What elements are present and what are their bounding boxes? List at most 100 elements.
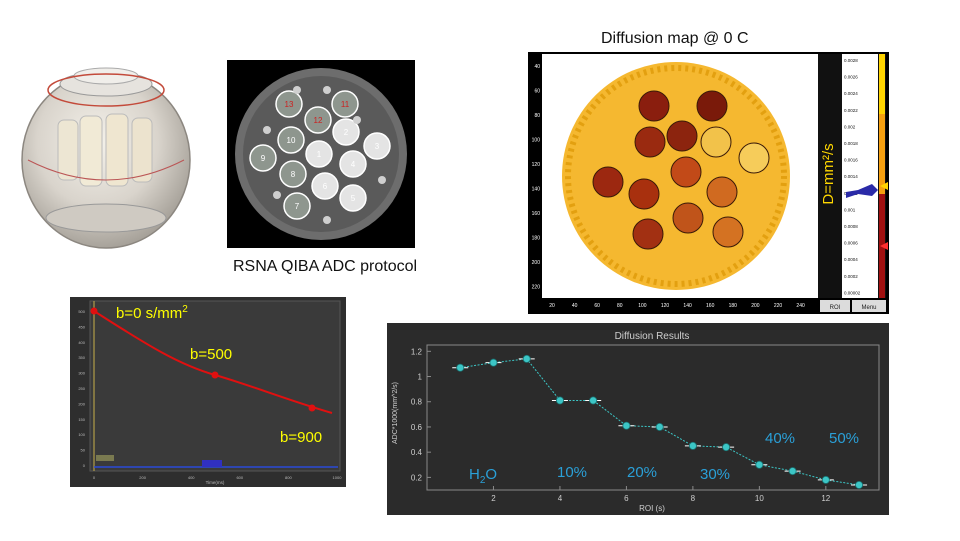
map-x-tick: 20 — [549, 303, 555, 309]
b500-point — [211, 371, 219, 379]
decay-y-tick: 0 — [83, 463, 86, 468]
b500-label: b=500 — [190, 346, 232, 363]
vial-label: 4 — [351, 160, 356, 169]
map-x-tick: 140 — [683, 303, 692, 309]
colorbar-tick: 0.0008 — [844, 224, 858, 229]
map-y-tick: 160 — [532, 211, 541, 217]
colorbar-tick: 0.00002 — [844, 290, 861, 295]
map-vial — [696, 90, 728, 122]
data-point — [788, 467, 797, 476]
y-tick-label: 1 — [418, 373, 423, 382]
chart-x-label: ROI (s) — [639, 504, 665, 513]
colorbar-tick: 0.0002 — [844, 274, 858, 279]
y-tick-label: 0.2 — [411, 473, 423, 482]
diffusion-results-chart: Diffusion Results ADC*1000(mm^2/s) ROI (… — [387, 323, 889, 515]
menu-button[interactable] — [852, 300, 886, 312]
vial-label: 12 — [314, 116, 323, 125]
y-tick-label: 0.8 — [411, 398, 423, 407]
map-vial — [592, 166, 624, 198]
b0-label: b=0 s/mm2 — [116, 304, 188, 322]
protocol-caption: RSNA QIBA ADC protocol — [233, 258, 418, 275]
vial-label: 1 — [317, 150, 322, 159]
colorbar-tick: 0.0016 — [844, 158, 858, 163]
x-tick-label: 2 — [491, 494, 496, 503]
histogram-panel — [842, 54, 882, 298]
vial-label: 3 — [375, 142, 380, 151]
map-x-tick: 80 — [617, 303, 623, 309]
map-vial — [632, 218, 664, 250]
vial-label: 5 — [351, 194, 356, 203]
map-vial — [700, 126, 732, 158]
decay-x-tick: 400 — [188, 475, 195, 480]
colorbar-tick: 0.0018 — [844, 141, 858, 146]
data-point — [489, 358, 498, 367]
colorbar-tick: 0.0024 — [844, 91, 858, 96]
phantom-vial — [363, 132, 391, 160]
map-vial — [738, 142, 770, 174]
phantom-vial — [249, 144, 277, 172]
b900-point — [308, 404, 316, 412]
map-y-tick: 80 — [534, 113, 540, 119]
phantom-marker — [273, 191, 281, 199]
phantom-vial — [283, 192, 311, 220]
data-point — [622, 421, 631, 430]
x-tick-label: 4 — [558, 494, 563, 503]
data-point — [589, 396, 598, 405]
phantom-vial — [339, 150, 367, 178]
decay-y-tick: 100 — [78, 432, 85, 437]
vial-label: 7 — [295, 202, 300, 211]
data-point — [755, 460, 764, 469]
decay-y-tick: 150 — [78, 417, 85, 422]
phantom-vial — [305, 140, 333, 168]
map-y-tick: 120 — [532, 162, 541, 168]
map-vial — [638, 90, 670, 122]
roi-button[interactable] — [820, 300, 850, 312]
map-y-tick: 180 — [532, 236, 541, 242]
b0-point — [90, 307, 98, 315]
phantom-vial — [331, 90, 359, 118]
group-label-30: 30% — [700, 466, 730, 483]
data-point — [456, 363, 465, 372]
data-point — [522, 354, 531, 363]
map-x-tick: 60 — [594, 303, 600, 309]
vial-label: 2 — [344, 128, 349, 137]
phantom-vial — [275, 90, 303, 118]
phantom-vial — [279, 160, 307, 188]
y-tick-label: 0.6 — [411, 423, 423, 432]
menu-button-label: Menu — [861, 305, 876, 311]
phantom-marker — [293, 86, 301, 94]
colorbar-tick: 0.001 — [844, 207, 856, 212]
decay-x-tick: 1000 — [333, 475, 343, 480]
colorbar-lower-marker[interactable] — [880, 242, 888, 250]
vial-label: 10 — [287, 136, 296, 145]
map-x-tick: 180 — [729, 303, 738, 309]
group-label-10: 10% — [557, 464, 587, 481]
map-x-tick: 220 — [774, 303, 783, 309]
phantom-vial — [332, 118, 360, 146]
decay-x-tick: 800 — [285, 475, 292, 480]
decay-y-tick: 400 — [78, 340, 85, 345]
unit-label: D=mm²/s — [820, 143, 837, 204]
map-y-tick: 40 — [534, 64, 540, 70]
colorbar-upper-marker[interactable] — [880, 182, 888, 190]
y-tick-label: 1.2 — [411, 347, 423, 356]
colorbar-tick: 0.0026 — [844, 75, 858, 80]
data-point — [555, 396, 564, 405]
roi-button-label: ROI — [830, 305, 841, 311]
vial-label: 9 — [261, 154, 266, 163]
b900-label: b=900 — [280, 429, 322, 446]
vial-label: 11 — [341, 100, 350, 109]
chart-title: Diffusion Results — [615, 331, 690, 342]
map-vial — [666, 120, 698, 152]
histogram-shape — [846, 184, 878, 198]
chart-frame — [426, 344, 880, 491]
y-tick-label: 0.4 — [411, 448, 423, 457]
phantom-marker — [323, 86, 331, 94]
decay-y-tick: 350 — [78, 355, 85, 360]
decay-y-tick: 500 — [78, 309, 85, 314]
map-y-tick: 100 — [532, 138, 541, 144]
map-x-tick: 240 — [796, 303, 805, 309]
x-tick-label: 6 — [624, 494, 629, 503]
colorbar-tick: 0.0022 — [844, 108, 858, 113]
